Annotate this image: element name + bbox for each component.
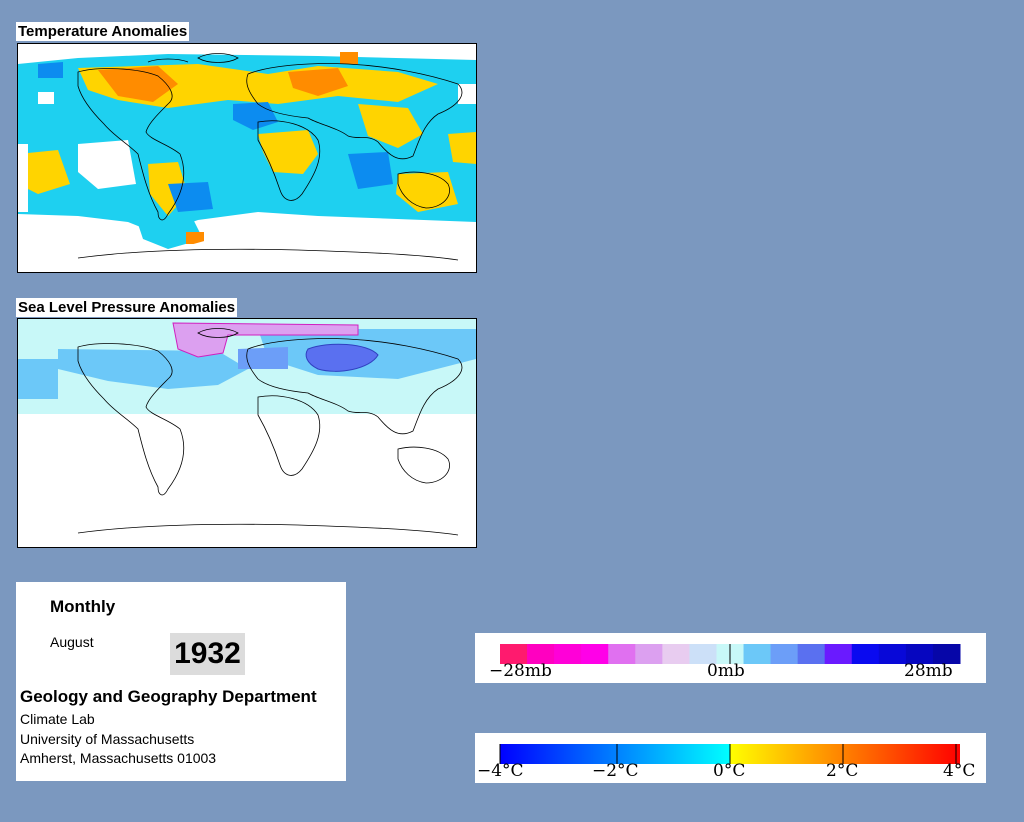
temp-field-orange-na <box>98 66 178 102</box>
temperature-map-canvas <box>18 52 476 272</box>
pressure-swatches <box>500 644 961 664</box>
pressure-swatch <box>932 644 961 664</box>
pressure-swatch <box>770 644 799 664</box>
temp-field-orange-sq1 <box>340 52 358 64</box>
pressure-label-zero: 0mb <box>707 661 745 681</box>
pressure-label-max: 28mb <box>904 661 953 681</box>
temp-nodata-ne <box>458 84 476 104</box>
temp-nodata-south <box>18 214 476 272</box>
pressure-swatch <box>797 644 826 664</box>
pressure-label-min: −28mb <box>489 661 552 681</box>
pressure-swatch <box>527 644 555 664</box>
temp-field-blue-2 <box>348 152 393 189</box>
year-label: 1932 <box>170 633 245 675</box>
pressure-map-canvas <box>18 319 476 536</box>
period-heading: Monthly <box>50 597 116 616</box>
temperature-map-title: Temperature Anomalies <box>16 22 190 41</box>
temp-field-blue-3 <box>168 182 213 212</box>
pressure-legend: −28mb 0mb 28mb <box>475 633 986 683</box>
info-panel: Monthly August 1932 Geology and Geograph… <box>16 582 346 781</box>
temp-nodata-pac <box>18 144 28 212</box>
pressure-swatch <box>689 644 717 664</box>
pressure-swatch <box>851 644 880 664</box>
pressure-swatch <box>878 644 907 664</box>
temp-label-neg2: −2°C <box>592 761 639 781</box>
pressure-field-darkblue <box>305 343 379 372</box>
pressure-swatch <box>743 644 772 664</box>
temperature-anomaly-map <box>17 43 477 273</box>
temp-field-yellow-asia <box>358 104 423 148</box>
pressure-field-blue-2 <box>18 359 58 399</box>
temp-field-yellow-se <box>448 132 476 164</box>
pressure-swatch <box>554 644 582 664</box>
temp-label-neg4: −4°C <box>477 761 524 781</box>
pressure-swatch <box>500 644 528 664</box>
month-label: August <box>50 634 94 650</box>
temperature-ticks <box>499 744 957 764</box>
temperature-coastlines <box>77 53 463 261</box>
temp-field-blue-4 <box>38 62 63 78</box>
pressure-swatch <box>905 644 934 664</box>
university-name: University of Massachusetts <box>20 731 195 747</box>
address-line: Amherst, Massachusetts 01003 <box>20 750 217 766</box>
temp-label-0: 0°C <box>713 761 746 781</box>
pressure-field-blue-1 <box>58 349 248 389</box>
lab-name: Climate Lab <box>20 711 95 727</box>
pressure-swatch <box>824 644 853 664</box>
pressure-swatch <box>662 644 690 664</box>
temp-field-yellow-w <box>18 150 70 194</box>
temp-label-2: 2°C <box>826 761 859 781</box>
temperature-colorbar <box>499 744 960 764</box>
temp-field-yellow-afr <box>258 130 318 174</box>
pressure-field-lavender <box>172 322 359 358</box>
pressure-swatch <box>608 644 636 664</box>
pressure-colorbar <box>500 644 961 664</box>
department-name: Geology and Geography Department <box>20 687 317 706</box>
pressure-coastlines <box>77 328 463 536</box>
pressure-swatch <box>581 644 609 664</box>
temperature-legend: −4°C −2°C 0°C 2°C 4°C <box>475 733 986 783</box>
pressure-anomaly-map <box>17 318 477 548</box>
temp-nodata-sq <box>38 92 54 104</box>
temp-nodata-sea <box>78 140 136 189</box>
pressure-field-blue-4 <box>238 347 288 369</box>
pressure-map-title: Sea Level Pressure Anomalies <box>16 298 238 317</box>
pressure-swatch <box>635 644 663 664</box>
temp-field-orange-sq2 <box>186 232 204 244</box>
temp-field-orange-eu <box>288 68 348 96</box>
temp-label-4: 4°C <box>943 761 976 781</box>
